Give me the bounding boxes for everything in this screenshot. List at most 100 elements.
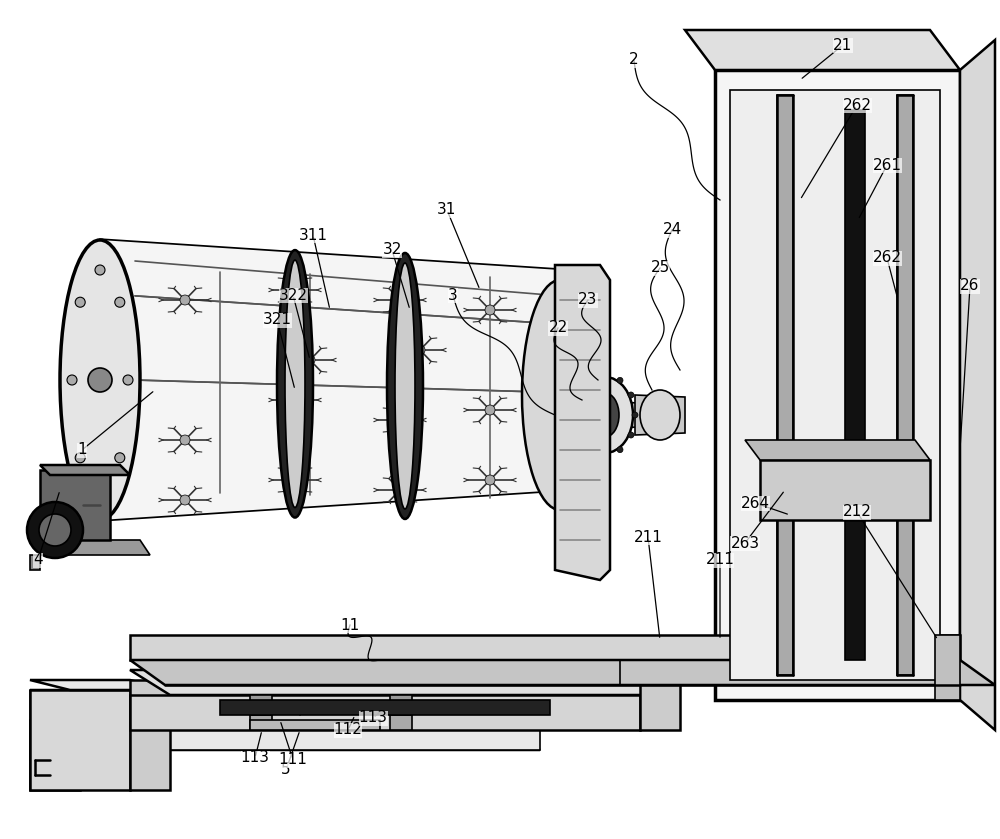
Ellipse shape [395,263,415,509]
Polygon shape [130,695,640,730]
Ellipse shape [522,280,598,510]
Polygon shape [390,715,412,730]
Polygon shape [30,555,40,570]
Ellipse shape [591,393,619,437]
Polygon shape [635,395,685,435]
Circle shape [587,378,593,383]
Polygon shape [100,240,560,520]
Text: 322: 322 [278,288,308,303]
Text: 264: 264 [740,496,770,510]
Text: 262: 262 [842,97,872,112]
Circle shape [587,446,593,453]
Text: 32: 32 [382,242,402,258]
Circle shape [628,432,634,438]
Polygon shape [30,680,170,690]
Ellipse shape [39,514,71,546]
Circle shape [628,392,634,398]
Circle shape [395,415,405,425]
Polygon shape [220,700,550,715]
Ellipse shape [577,377,633,453]
Polygon shape [777,95,793,675]
Circle shape [180,295,190,305]
Circle shape [88,368,112,392]
Text: 113: 113 [240,751,270,765]
Polygon shape [250,720,380,730]
Text: 261: 261 [872,158,902,173]
Text: 262: 262 [872,251,902,265]
Polygon shape [30,690,130,790]
Ellipse shape [387,253,423,519]
Text: 25: 25 [650,260,670,275]
Polygon shape [897,95,913,675]
Circle shape [415,345,425,355]
Text: 2: 2 [629,53,639,67]
Circle shape [115,297,125,307]
Polygon shape [30,720,540,750]
Text: 211: 211 [634,529,662,545]
Polygon shape [40,465,130,475]
Ellipse shape [277,250,313,518]
Polygon shape [30,540,150,555]
Ellipse shape [27,502,83,558]
Polygon shape [30,750,80,790]
Circle shape [617,378,623,383]
Circle shape [290,285,300,295]
Text: 5: 5 [281,763,291,778]
Ellipse shape [640,390,680,440]
Polygon shape [640,670,680,730]
Circle shape [485,305,495,315]
Circle shape [290,395,300,405]
Circle shape [180,495,190,505]
Polygon shape [935,635,960,700]
Circle shape [290,475,300,485]
Circle shape [617,446,623,453]
Polygon shape [130,670,680,695]
Polygon shape [715,70,960,700]
Polygon shape [130,680,170,790]
Text: 24: 24 [662,222,682,237]
Circle shape [123,375,133,385]
Circle shape [180,435,190,445]
Text: 263: 263 [730,535,760,550]
Text: 23: 23 [578,293,598,308]
Polygon shape [250,695,272,715]
Polygon shape [960,40,995,730]
Polygon shape [30,720,540,790]
Circle shape [305,355,315,365]
Circle shape [75,297,85,307]
Text: 321: 321 [262,312,292,327]
Text: 21: 21 [833,38,853,53]
Polygon shape [130,635,960,660]
Circle shape [602,452,608,458]
Circle shape [485,405,495,415]
Circle shape [115,453,125,463]
Circle shape [95,265,105,275]
Circle shape [67,375,77,385]
Polygon shape [760,460,930,520]
Text: 26: 26 [960,279,980,294]
Circle shape [395,485,405,495]
Circle shape [75,453,85,463]
Circle shape [572,412,578,418]
Text: 211: 211 [706,553,734,567]
Circle shape [576,432,582,438]
Polygon shape [745,440,930,460]
Circle shape [576,392,582,398]
Circle shape [95,485,105,495]
Polygon shape [845,110,865,660]
Polygon shape [30,690,80,760]
Text: 4: 4 [33,553,43,567]
Text: 212: 212 [843,504,871,519]
Circle shape [602,372,608,378]
Polygon shape [140,655,680,670]
Circle shape [632,412,638,418]
Text: 113: 113 [358,711,388,726]
Text: 311: 311 [298,227,328,242]
Polygon shape [250,715,272,730]
Polygon shape [130,660,995,685]
Polygon shape [685,30,960,70]
Polygon shape [555,265,610,580]
Circle shape [485,475,495,485]
Circle shape [395,295,405,305]
Text: 22: 22 [548,320,568,336]
